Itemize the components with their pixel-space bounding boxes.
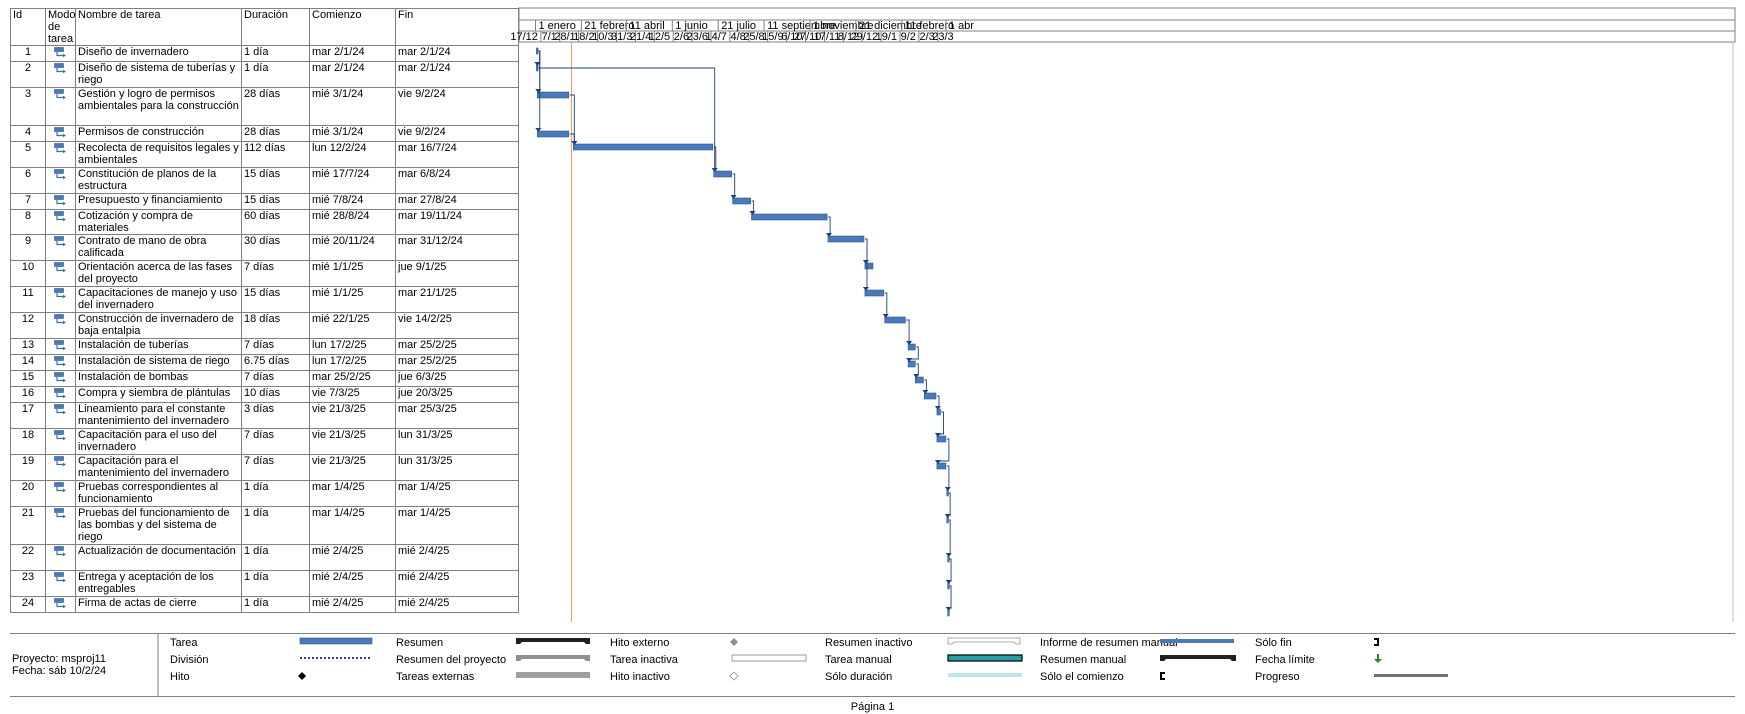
dependency-arrow	[945, 487, 951, 491]
legend-inactive-task-symbol	[732, 655, 806, 661]
minor-tick-label: 29/12	[851, 31, 879, 43]
task-bar	[537, 92, 569, 98]
minor-tick-label: 9/2	[901, 31, 916, 43]
minor-tick-label: 23/3	[932, 31, 953, 43]
legend-manual-summary-rollup-symbol	[1160, 639, 1234, 643]
dependency-arrow	[946, 607, 952, 611]
task-bar	[865, 290, 884, 296]
dependency-link	[570, 95, 575, 143]
legend-milestone-symbol	[298, 672, 306, 680]
task-bar	[937, 436, 946, 442]
task-bar	[828, 236, 864, 242]
dependency-link	[733, 174, 735, 197]
project-name: Proyecto: msproj11	[12, 653, 106, 665]
minor-tick-label: 17/12	[510, 31, 538, 43]
dependency-link	[938, 439, 949, 462]
dependency-link	[938, 412, 944, 435]
task-bar	[915, 377, 923, 383]
task-bar	[937, 409, 941, 415]
task-bar	[752, 214, 828, 220]
legend-summary-symbol	[516, 638, 590, 644]
legend-inactive-summary-symbol	[948, 638, 1020, 644]
task-bar	[865, 263, 873, 269]
legend-symbols	[10, 634, 1735, 696]
dependency-link	[949, 559, 951, 582]
page-number: Página 1	[0, 701, 1745, 713]
legend: Tarea División Hito Resumen Resumen del proy…	[10, 633, 1735, 697]
task-bar	[948, 610, 950, 616]
dependency-link	[538, 68, 715, 170]
dependency-link	[948, 493, 950, 516]
legend-manual-summary-symbol	[1160, 655, 1236, 661]
dependency-link	[906, 320, 909, 343]
legend-task-symbol	[300, 638, 372, 644]
task-bar	[908, 344, 915, 350]
task-bar	[924, 393, 936, 399]
dependency-link	[947, 466, 949, 489]
legend-inactive-milestone-symbol	[730, 672, 738, 680]
task-bar	[908, 361, 915, 367]
legend-project-summary-symbol	[516, 655, 590, 661]
minor-tick-label: 12/5	[649, 31, 670, 43]
legend-start-only-symbol	[1160, 672, 1165, 680]
legend-duration-only-symbol	[948, 673, 1022, 677]
legend-external-tasks-symbol	[516, 672, 590, 678]
dependency-arrow	[945, 514, 951, 518]
legend-deadline-symbol	[1374, 654, 1382, 663]
task-bar	[733, 198, 751, 204]
task-bar	[937, 463, 946, 469]
minor-tick-label: 14/7	[705, 31, 726, 43]
minor-tick-label: 19/1	[876, 31, 897, 43]
dependency-link	[948, 520, 950, 555]
task-bar	[537, 131, 569, 137]
dependency-link	[949, 586, 951, 609]
task-bar	[573, 144, 713, 150]
dependency-link	[828, 217, 830, 235]
project-info: Proyecto: msproj11 Fecha: sáb 10/2/24	[12, 653, 106, 677]
dependency-arrow	[946, 580, 952, 584]
task-bar	[714, 171, 732, 177]
legend-manual-task-symbol	[948, 655, 1022, 661]
dependency-link	[885, 293, 887, 316]
task-bar	[885, 317, 906, 323]
legend-external-milestone-symbol	[730, 638, 738, 646]
legend-progress-symbol	[1374, 674, 1448, 677]
project-date: Fecha: sáb 10/2/24	[12, 665, 106, 677]
minor-tick-label: 17/11	[814, 31, 841, 43]
legend-finish-only-symbol	[1374, 638, 1379, 646]
dependency-arrow	[946, 553, 952, 557]
